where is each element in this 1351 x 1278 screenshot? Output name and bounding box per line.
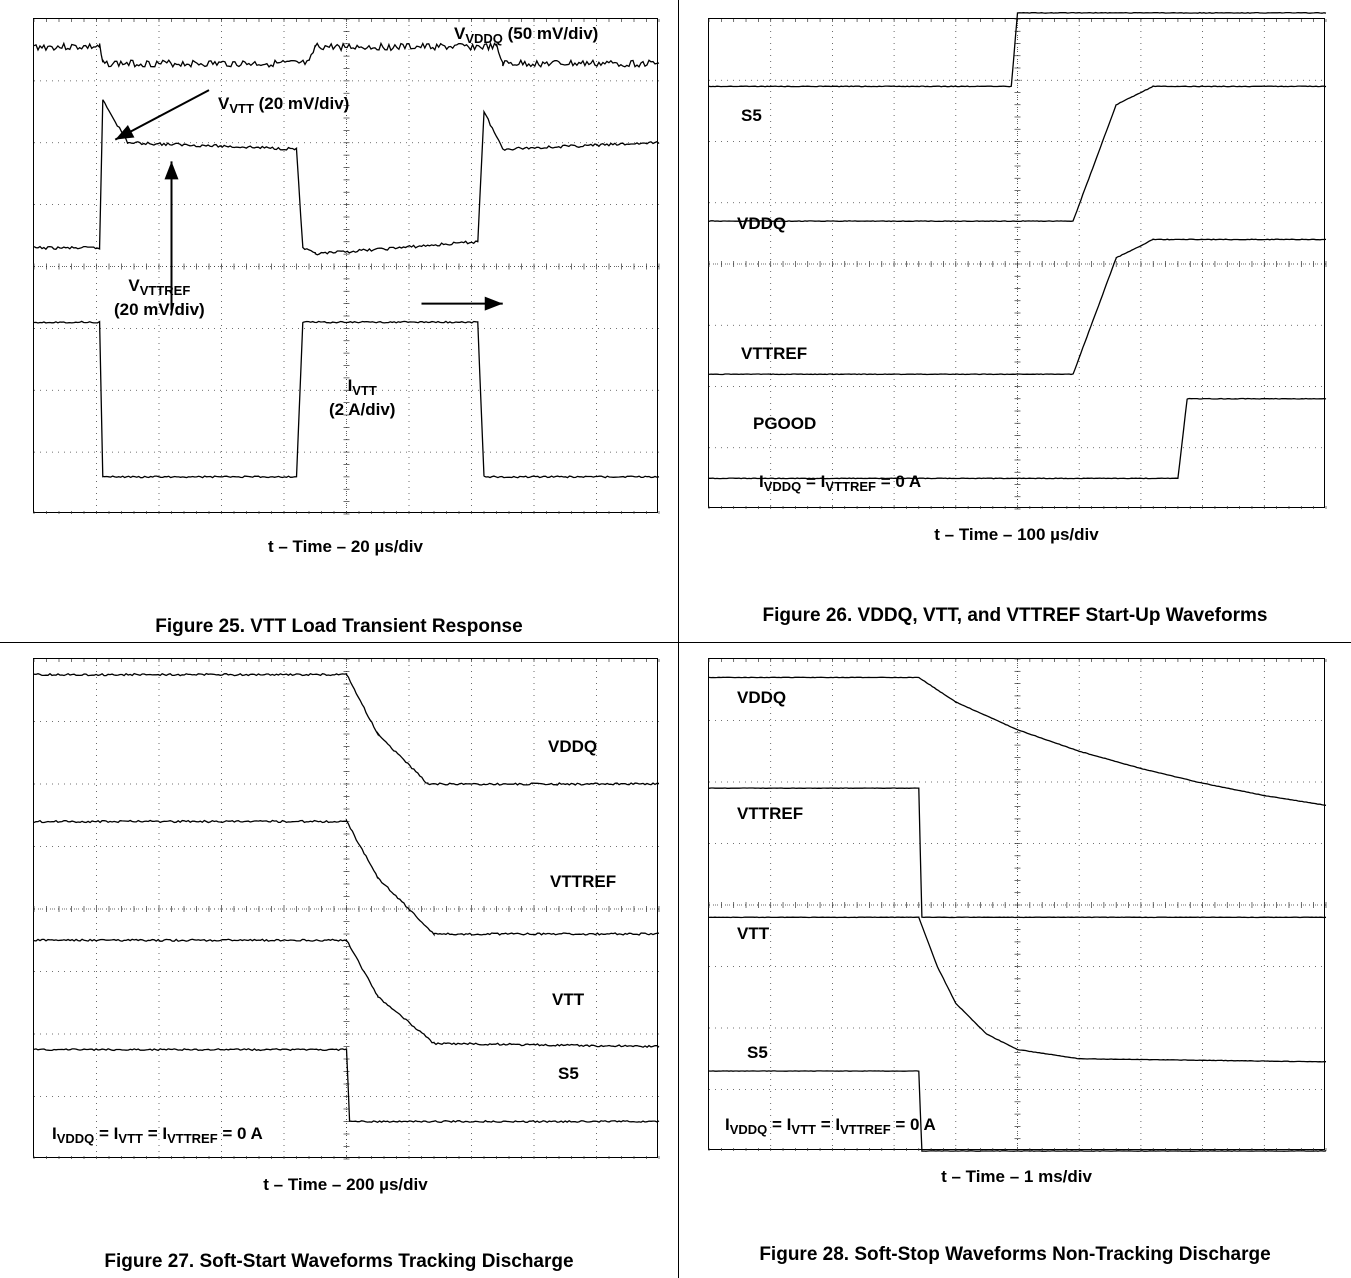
trace-s5	[708, 1070, 1327, 1152]
trace-vttref	[708, 787, 1327, 919]
figure-26-condition: IVDDQ = IVTTREF = 0 A	[759, 472, 922, 494]
figure-27-svg	[33, 658, 660, 1160]
figure-26-caption: Figure 26. VDDQ, VTT, and VTTREF Start-U…	[762, 605, 1268, 626]
figure-27-label-vttref: VTTREF	[550, 872, 617, 891]
trace-vtt	[33, 938, 660, 1048]
trace-s5	[708, 11, 1327, 88]
figure-28-svg	[708, 658, 1327, 1152]
figure-28-label-vttref: VTTREF	[737, 804, 804, 823]
figure-27-xlabel: t – Time – 200 µs/div	[263, 1175, 428, 1194]
trace-ivtt	[33, 320, 660, 479]
figure-28-label-vtt: VTT	[737, 924, 770, 943]
figure-28-caption: Figure 28. Soft-Stop Waveforms Non-Track…	[759, 1244, 1271, 1265]
figure-27-label-s5: S5	[558, 1064, 579, 1083]
figure-25-label-vddq: VVDDQ (50 mV/div)	[454, 24, 599, 46]
vertical-divider	[678, 0, 679, 1278]
figure-28-condition: IVDDQ = IVTT = IVTTREF = 0 A	[725, 1115, 936, 1137]
trace-pgood	[709, 397, 1327, 480]
figure-25-svg	[33, 18, 660, 515]
figure-26-label-pgood: PGOOD	[753, 414, 817, 433]
figure-25-xlabel: t – Time – 20 µs/div	[267, 537, 423, 556]
trace-vttref	[708, 238, 1327, 376]
figure-28-scope-plot: VDDQ VTTREF VTT S5 IVDDQ = IVTT = IVTTRE…	[708, 658, 1327, 1152]
figure-25-caption: Figure 25. VTT Load Transient Response	[155, 616, 523, 637]
trace-vddq	[33, 41, 660, 69]
figure-25-label-vttref: VVTTREF (20 mV/div)	[114, 276, 205, 319]
figure-27-label-vddq: VDDQ	[548, 737, 598, 756]
trace-vddq	[708, 676, 1327, 806]
horizontal-divider	[0, 642, 1351, 643]
figure-26-xlabel: t – Time – 100 µs/div	[934, 525, 1099, 544]
trace-vttref	[33, 818, 660, 937]
figure-25-label-vtt: VVTT (20 mV/div)	[218, 94, 350, 116]
figure-27-label-vtt: VTT	[552, 990, 585, 1009]
trace-s5	[33, 1048, 660, 1124]
figure-26-scope-plot: S5 VDDQ VTTREF PGOOD IVDDQ = IVTTREF = 0…	[708, 11, 1327, 510]
figure-28-xlabel: t – Time – 1 ms/div	[941, 1167, 1092, 1186]
annotation-arrowhead	[115, 125, 135, 140]
figure-26-label-vddq: VDDQ	[737, 214, 787, 233]
figure-26-label-s5: S5	[741, 106, 762, 125]
trace-vtt	[708, 916, 1326, 1063]
figure-27-caption: Figure 27. Soft-Start Waveforms Tracking…	[104, 1251, 574, 1272]
trace-vddq	[708, 85, 1327, 223]
figure-28-label-s5: S5	[747, 1043, 768, 1062]
figure-27-condition: IVDDQ = IVTT = IVTTREF = 0 A	[52, 1124, 263, 1146]
figure-26-svg	[708, 11, 1327, 510]
figure-25-scope-plot: VVDDQ (50 mV/div) VVTT (20 mV/div) VVTTR…	[33, 18, 660, 515]
figure-26-label-vttref: VTTREF	[741, 344, 808, 363]
annotation-arrowhead	[484, 296, 503, 311]
figure-28-label-vddq: VDDQ	[737, 688, 787, 707]
annotation-arrowhead	[164, 161, 179, 180]
trace-vddq	[33, 672, 660, 786]
trace-vtt	[33, 99, 660, 256]
figure-27-scope-plot: VDDQ VTTREF VTT S5 IVDDQ = IVTT = IVTTRE…	[33, 658, 660, 1160]
figure-25-label-ivtt: IVTT (2 A/div)	[329, 376, 396, 419]
